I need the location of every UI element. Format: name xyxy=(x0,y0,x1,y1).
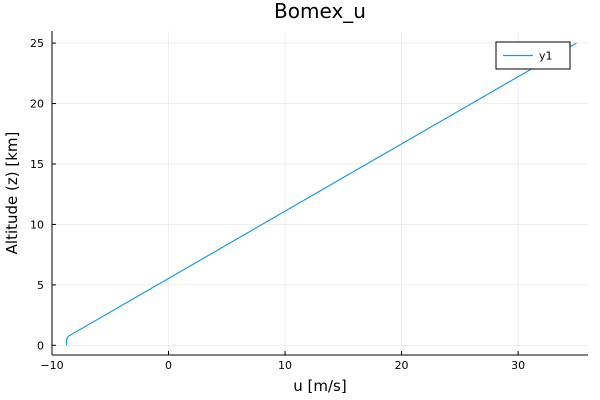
legend-label: y1 xyxy=(539,50,553,63)
series-line-y1 xyxy=(65,42,577,346)
y-tick-label: 25 xyxy=(30,37,44,50)
x-tick-label: 10 xyxy=(278,359,292,372)
x-tick-label: 20 xyxy=(395,359,409,372)
y-tick-label: 20 xyxy=(30,98,44,111)
series-layer xyxy=(65,42,577,346)
x-tick-label: 0 xyxy=(165,359,172,372)
y-tick-label: 0 xyxy=(37,339,44,352)
y-axis-label: Altitude (z) [km] xyxy=(3,132,21,255)
chart-title: Bomex_u xyxy=(274,0,366,23)
grid xyxy=(51,31,588,355)
legend: y1 xyxy=(495,41,571,70)
x-axis-label: u [m/s] xyxy=(293,377,346,395)
y-tick-label: 10 xyxy=(30,218,44,231)
x-tick-label: 30 xyxy=(511,359,525,372)
y-tick-label: 5 xyxy=(37,279,44,292)
y-tick-label: 15 xyxy=(30,158,44,171)
x-tick-label: −10 xyxy=(40,359,63,372)
axes: −10 0 10 20 30 0 5 10 15 20 25 xyxy=(30,31,588,372)
